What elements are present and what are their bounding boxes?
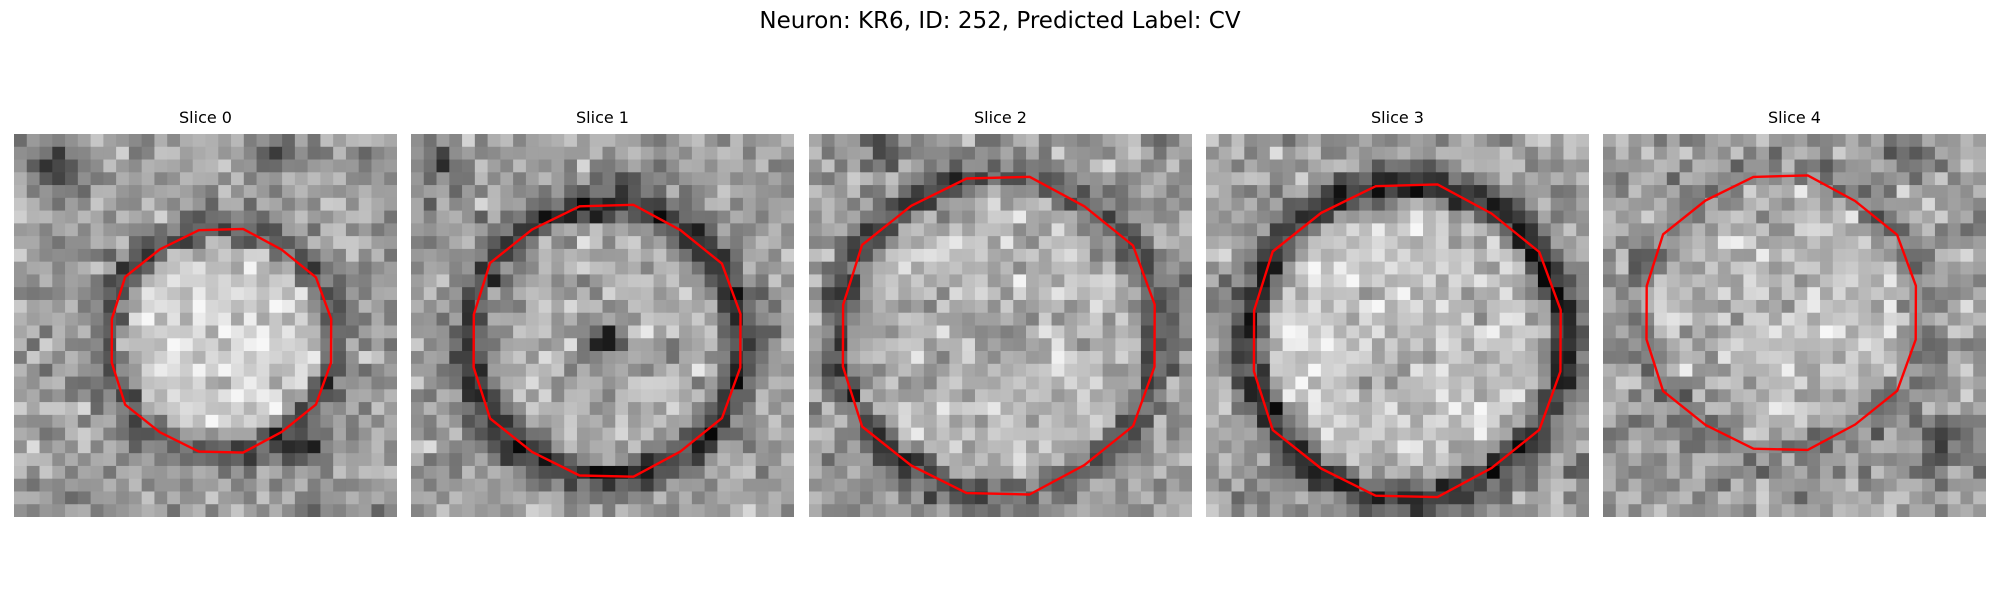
slice-image-0 [14,134,397,517]
figure-title: Neuron: KR6, ID: 252, Predicted Label: C… [759,8,1241,34]
segmentation-outline [1252,183,1562,499]
slice-title-0: Slice 0 [179,108,232,127]
slice-title-4: Slice 4 [1768,108,1821,127]
slice-title-3: Slice 3 [1371,108,1424,127]
segmentation-outline [472,203,742,478]
slice-title-1: Slice 1 [576,108,629,127]
pixel-grid [1206,134,1589,517]
pixel-grid [809,134,1192,517]
pixel-grid [1603,134,1986,517]
slice-image-4 [1603,134,1986,517]
slice-image-1 [411,134,794,517]
slice-image-3 [1206,134,1589,517]
pixel-grid [411,134,794,517]
segmentation-outline [110,227,333,454]
slice-title-2: Slice 2 [974,108,1027,127]
segmentation-outline [1645,174,1918,452]
segmentation-outline [841,175,1156,496]
pixel-grid [14,134,397,517]
slice-image-2 [809,134,1192,517]
